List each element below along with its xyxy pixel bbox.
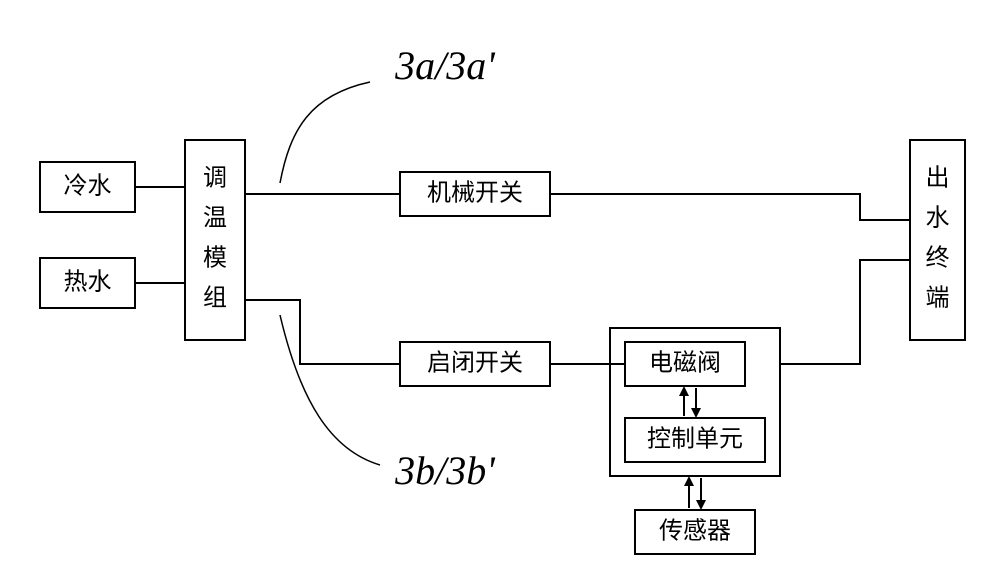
sol_valve-label: 电磁阀: [649, 350, 721, 377]
temp_module-label: 模: [203, 245, 227, 272]
open_close-label: 启闭开关: [427, 350, 523, 377]
outlet-label: 终: [926, 245, 950, 272]
mech_switch-label: 机械开关: [427, 180, 523, 207]
outlet-label: 端: [926, 285, 950, 312]
sensor-label: 传感器: [659, 518, 731, 545]
outlet-label: 出: [926, 165, 950, 192]
cold_water-label: 冷水: [64, 173, 112, 200]
temp_module-label: 调: [203, 165, 227, 192]
outlet-label: 水: [926, 205, 950, 232]
temp_module-label: 温: [203, 205, 227, 232]
temp_module-label: 组: [203, 285, 227, 312]
annotation-bottom: 3b/3b': [394, 448, 496, 493]
ctrl_unit-label: 控制单元: [647, 426, 743, 453]
annotation-top: 3a/3a': [394, 43, 496, 88]
hot_water-label: 热水: [64, 269, 112, 296]
